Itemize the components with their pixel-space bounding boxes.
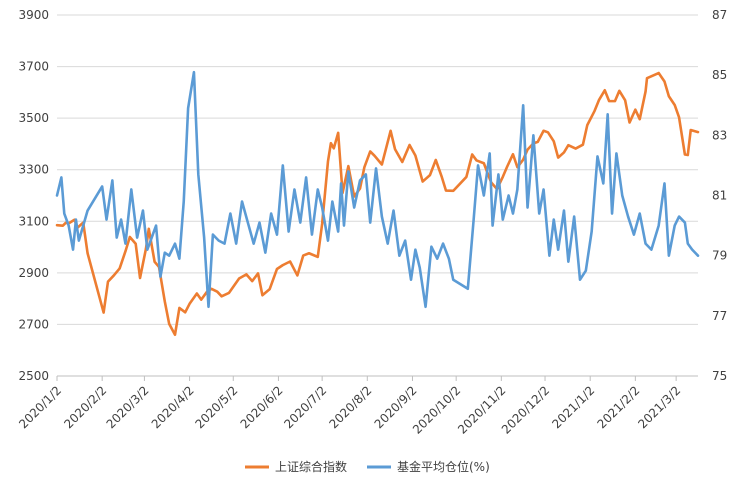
- y-right-tick-label: 83: [712, 128, 727, 142]
- x-tick-label: 2020/10/2: [410, 383, 463, 436]
- legend-label: 基金平均仓位(%): [397, 459, 490, 474]
- y-left-tick-label: 3500: [18, 111, 49, 125]
- y-right-tick-label: 75: [712, 369, 727, 383]
- y-right-tick-label: 77: [712, 309, 727, 323]
- x-tick-label: 2020/12/2: [499, 383, 552, 436]
- x-tick-label: 2020/7/2: [281, 383, 329, 431]
- x-tick-label: 2020/1/2: [16, 383, 64, 431]
- y-left-tick-label: 2700: [18, 317, 49, 331]
- x-tick-label: 2020/8/2: [326, 383, 374, 431]
- y-left-tick-label: 3300: [18, 163, 49, 177]
- y-axis-left: 2500 2700 2900 3100 3300 3500 3700 3900: [18, 8, 49, 383]
- y-axis-right: 75 77 79 81 83 85 87: [712, 8, 727, 383]
- x-tick-label: 2021/2/2: [595, 383, 643, 431]
- legend: 上证综合指数 基金平均仓位(%): [245, 459, 490, 474]
- y-left-tick-label: 3900: [18, 8, 49, 22]
- series-line-fund-position: [55, 70, 700, 309]
- y-right-tick-label: 81: [712, 189, 727, 203]
- y-left-tick-label: 3100: [18, 214, 49, 228]
- gridlines: [57, 14, 698, 325]
- x-tick-label: 2021/1/2: [549, 383, 597, 431]
- x-tick-label: 2020/3/2: [104, 383, 152, 431]
- y-left-tick-label: 2900: [18, 266, 49, 280]
- x-tick-label: 2020/4/2: [149, 383, 197, 431]
- x-tick-label: 2020/5/2: [192, 383, 240, 431]
- y-right-tick-label: 85: [712, 68, 727, 82]
- y-left-tick-label: 2500: [18, 369, 49, 383]
- y-right-tick-label: 87: [712, 8, 727, 22]
- series-lines: [55, 70, 700, 337]
- y-right-tick-label: 79: [712, 249, 727, 263]
- x-axis: 2020/1/22020/2/22020/3/22020/4/22020/5/2…: [16, 375, 698, 437]
- x-tick-label: 2020/2/2: [61, 383, 109, 431]
- x-tick-label: 2021/3/2: [635, 383, 683, 431]
- legend-label: 上证综合指数: [275, 459, 347, 474]
- x-tick-label: 2020/6/2: [238, 383, 286, 431]
- y-left-tick-label: 3700: [18, 60, 49, 74]
- series-line-shanghai-index: [55, 71, 700, 337]
